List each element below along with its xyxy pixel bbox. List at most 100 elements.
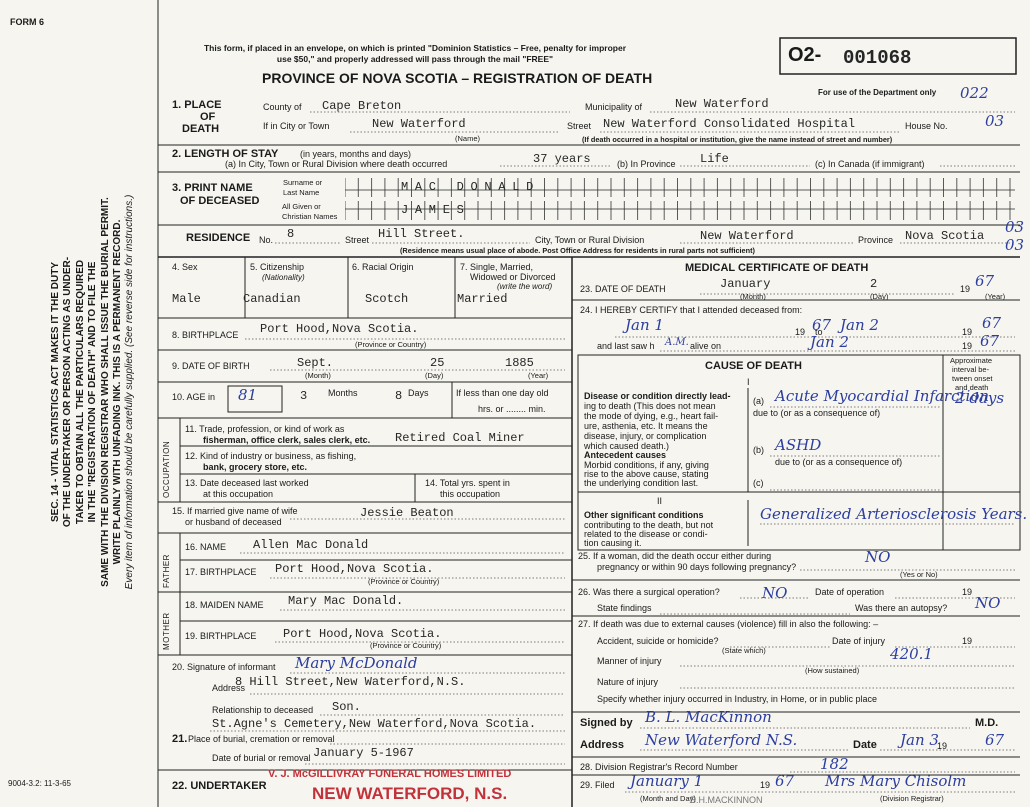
field-label: 23. DATE OF DEATH (580, 284, 666, 294)
field-label: (b) In Province (617, 159, 676, 169)
field-label: Surname or (283, 178, 323, 187)
notice-line: IN THE "REGISTRATION OF DEATH" AND TO FI… (87, 261, 99, 523)
field-label: (Yes or No) (900, 570, 938, 579)
field-label: ure, asthenia, etc. It means the (584, 421, 708, 431)
field-label: fisherman, office clerk, sales clerk, et… (203, 435, 371, 445)
typed-entry: Scotch (365, 292, 409, 306)
field-label: (Nationality) (262, 273, 305, 282)
field-label: Months (328, 388, 358, 398)
field-label: Date of burial or removal (212, 753, 311, 763)
mail-notice: use $50," and properly addressed will pa… (276, 54, 554, 64)
handwritten-entry: Generalized Arteriosclerosis Years. (760, 505, 1028, 523)
typed-entry: January (720, 277, 771, 291)
field-label: OF (200, 111, 216, 123)
field-label: Was there an autopsy? (855, 603, 948, 613)
field-label: Approximate (950, 356, 993, 365)
handwritten-entry: 2 days (955, 389, 1005, 407)
typed-entry: New Waterford (675, 97, 769, 111)
field-label: (Day) (870, 292, 889, 301)
typed-entry: 3 (300, 389, 308, 403)
field-label: MEDICAL CERTIFICATE OF DEATH (685, 262, 869, 274)
field-label: 8. BIRTHPLACE (172, 330, 239, 340)
typed-entry: Retired Coal Miner (395, 431, 525, 445)
typed-entry: Sept. (297, 356, 334, 370)
field-label: Signed by (580, 717, 633, 729)
field-label: 1. PLACE (172, 99, 222, 111)
field-label: Date of injury (832, 636, 886, 646)
notice-line: TAKER TO OBTAIN ALL THE PARTICULARS REQU… (74, 259, 86, 525)
typed-entry: 25 (430, 356, 445, 370)
field-label: All Given or (282, 202, 321, 211)
field-label: Antecedent causes (584, 450, 667, 460)
field-label: or husband of deceased (185, 517, 282, 527)
field-label: 13. Date deceased last worked (185, 478, 309, 488)
typed-entry: Male (172, 292, 201, 306)
field-label: disease, injury, or complication (584, 431, 707, 441)
field-label: (a) In City, Town or Rural Division wher… (225, 159, 448, 169)
field-label: 12. Kind of industry or business, as fis… (185, 451, 357, 461)
statutory-notice: SEC. 14 - VITAL STATISTICS ACT MAKES IT … (50, 92, 137, 692)
field-label: (c) (753, 478, 764, 488)
field-label: Accident, suicide or homicide? (597, 636, 719, 646)
field-label: the mode of dying, e.g., heart fail- (584, 411, 719, 421)
typed-entry: Life (700, 152, 729, 166)
typed-entry: New Waterford (700, 229, 794, 243)
handwritten-entry: Jan 2 (840, 316, 879, 334)
field-label: MOTHER (162, 612, 171, 650)
field-label: If in City or Town (263, 121, 330, 131)
typed-entry: Cape Breton (322, 99, 402, 113)
field-label: 11. Trade, profession, or kind of work a… (185, 424, 345, 434)
mail-notice: This form, if placed in an envelope, on … (203, 43, 627, 53)
field-label: (Name) (455, 134, 481, 143)
department-code: 03 (985, 112, 1005, 130)
field-label: Last Name (283, 188, 320, 197)
handwritten-entry: Jan 2 (810, 333, 849, 351)
field-label: DEATH (182, 123, 220, 135)
handwritten-entry: Jan 3 (900, 731, 939, 749)
field-label: (in years, months and days) (300, 149, 412, 159)
typed-entry: Married (457, 292, 508, 306)
field-label: 19 (795, 327, 806, 337)
field-label: due to (or as a consequence of) (775, 457, 903, 467)
field-label: (Day) (425, 371, 444, 380)
field-label: State findings (597, 603, 652, 613)
typed-entry: Port Hood,Nova Scotia. (260, 322, 419, 336)
field-label: 16. NAME (185, 542, 227, 552)
field-label: ing to death (This does not mean (584, 401, 716, 411)
field-label: 20. Signature of informant (172, 662, 276, 672)
field-label: Date of operation (815, 587, 885, 597)
field-label: Manner of injury (597, 656, 662, 666)
form-number: FORM 6 (10, 17, 45, 27)
department-code: 022 (960, 84, 989, 102)
field-label: at this occupation (203, 489, 274, 499)
field-label: (Province or Country) (355, 340, 427, 349)
field-label: 3. PRINT NAME (172, 182, 253, 194)
typed-entry: Jessie Beaton (360, 506, 454, 520)
stamp-text: V. J. McGILLIVRAY FUNERAL HOMES LIMITED (268, 768, 512, 780)
field-label: Morbid conditions, if any, giving (584, 460, 709, 470)
field-label: No. (259, 235, 274, 245)
notice-line: Every item of information should be care… (124, 194, 136, 590)
field-label: 24. I HEREBY CERTIFY that I attended dec… (580, 305, 803, 315)
field-label: 2. LENGTH OF STAY (172, 148, 279, 160)
field-label: FATHER (162, 554, 171, 588)
handwritten-entry: January 1 (630, 772, 704, 790)
typed-entry: 2 (870, 277, 878, 291)
field-label: If less than one day old (456, 388, 549, 398)
handwritten-entry: NO (865, 548, 891, 566)
handwritten-entry: 67 (775, 772, 795, 790)
field-label: 6. Racial Origin (352, 262, 414, 272)
handwritten-entry: New Waterford N.S. (645, 731, 798, 749)
field-label: (State which) (722, 646, 766, 655)
field-label: 19 (960, 284, 971, 294)
field-label: City, Town or Rural Division (535, 235, 645, 245)
department-note: For use of the Department only (818, 88, 937, 97)
field-label: (Month) (740, 292, 766, 301)
field-label: CAUSE OF DEATH (705, 360, 802, 372)
typed-entry: January 5-1967 (313, 746, 414, 760)
typed-entry: 8 (395, 389, 403, 403)
handwritten-entry: 67 (812, 316, 832, 334)
field-label: Widowed or Divorced (470, 272, 556, 282)
department-code: 03 (1005, 218, 1025, 236)
